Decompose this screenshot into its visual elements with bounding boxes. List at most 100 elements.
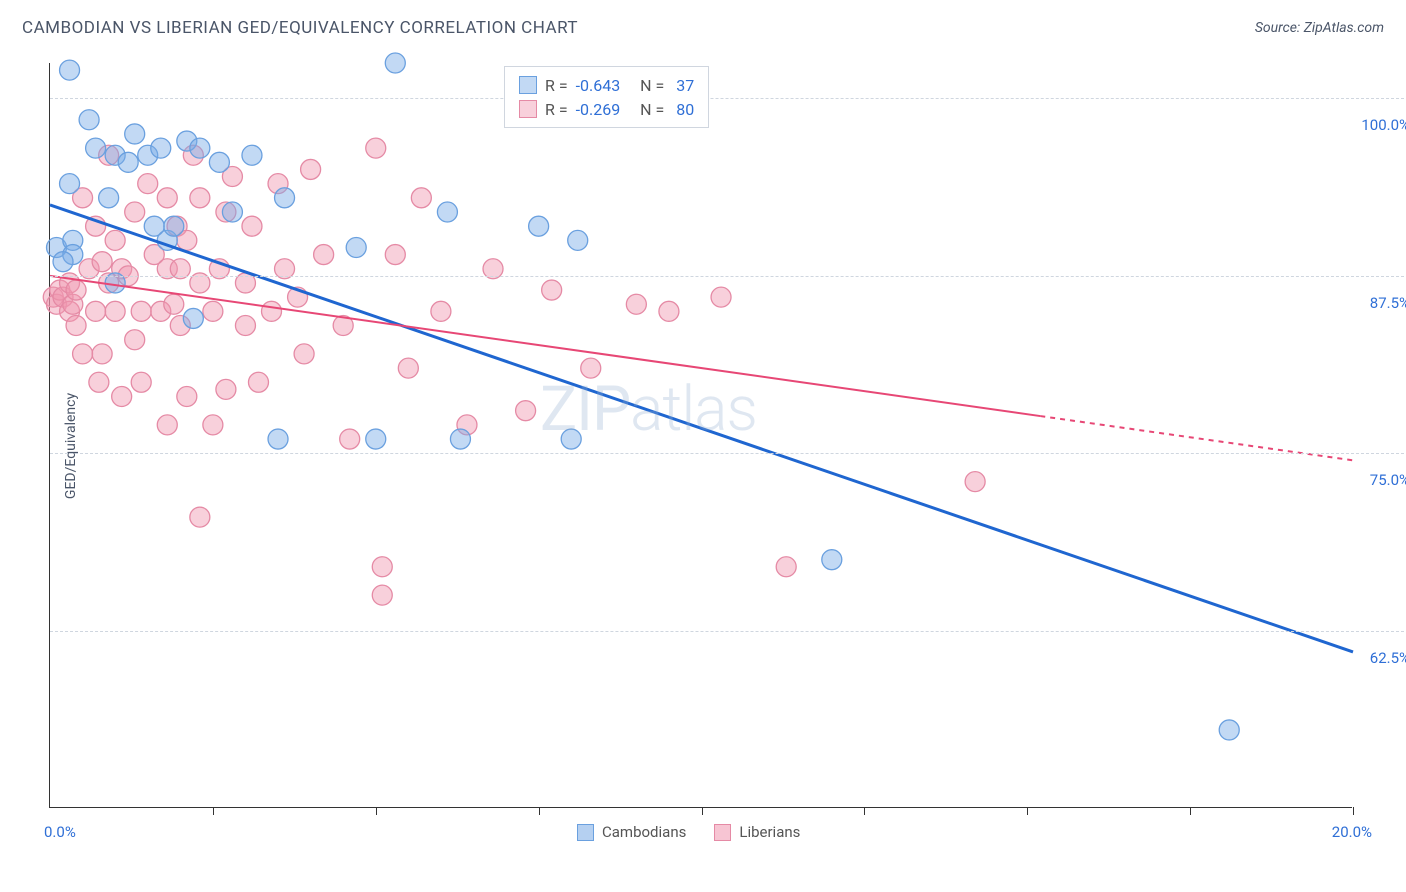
scatter-point <box>89 372 109 392</box>
x-tick <box>213 807 214 815</box>
scatter-point <box>183 308 203 328</box>
stats-r-value: -0.269 <box>576 100 621 119</box>
scatter-point <box>125 202 145 222</box>
scatter-point <box>301 159 321 179</box>
stats-r-label: R = <box>545 100 568 119</box>
scatter-point <box>151 138 171 158</box>
scatter-point <box>776 557 796 577</box>
series-swatch <box>519 76 537 94</box>
scatter-point <box>248 372 268 392</box>
gridline <box>50 453 1404 454</box>
chart-source: Source: ZipAtlas.com <box>1255 20 1384 36</box>
scatter-point <box>242 145 262 165</box>
scatter-point <box>53 252 73 272</box>
x-tick <box>539 807 540 815</box>
x-tick <box>1190 807 1191 815</box>
scatter-point <box>275 188 295 208</box>
scatter-point <box>164 294 184 314</box>
scatter-point <box>659 301 679 321</box>
legend-item: Cambodians <box>577 823 686 841</box>
y-tick-label: 87.5% <box>1370 294 1406 312</box>
gridline <box>50 98 1404 99</box>
scatter-point <box>450 429 470 449</box>
gridline <box>50 276 1404 277</box>
x-tick <box>1353 807 1354 815</box>
scatter-point <box>105 230 125 250</box>
scatter-point <box>190 507 210 527</box>
source-name: ZipAtlas.com <box>1304 20 1384 36</box>
scatter-point <box>190 138 210 158</box>
chart-title: CAMBODIAN VS LIBERIAN GED/EQUIVALENCY CO… <box>22 18 578 38</box>
scatter-point <box>262 301 282 321</box>
scatter-point <box>216 379 236 399</box>
legend-swatch <box>577 824 594 841</box>
scatter-point <box>437 202 457 222</box>
legend: Cambodians Liberians <box>577 823 800 841</box>
scatter-point <box>99 188 119 208</box>
scatter-point <box>157 188 177 208</box>
scatter-point <box>411 188 431 208</box>
scatter-point <box>203 415 223 435</box>
x-tick <box>702 807 703 815</box>
scatter-point <box>66 280 86 300</box>
scatter-point <box>60 174 80 194</box>
scatter-point <box>542 280 562 300</box>
scatter-point <box>125 124 145 144</box>
scatter-point <box>711 287 731 307</box>
scatter-point <box>164 216 184 236</box>
stats-r-value: -0.643 <box>576 76 621 95</box>
scatter-point <box>118 152 138 172</box>
scatter-point <box>314 245 334 265</box>
scatter-point <box>190 188 210 208</box>
scatter-point <box>131 301 151 321</box>
stats-n-value: 37 <box>676 76 694 95</box>
x-tick <box>864 807 865 815</box>
scatter-point <box>131 372 151 392</box>
scatter-point <box>268 429 288 449</box>
plot-area: ZIPatlas 62.5%75.0%87.5%100.0%0.0%20.0% … <box>49 63 1352 808</box>
scatter-point <box>157 415 177 435</box>
y-tick-label: 62.5% <box>1370 649 1406 667</box>
scatter-point <box>385 245 405 265</box>
stats-row: R = -0.643 N = 37 <box>519 73 694 97</box>
scatter-point <box>125 330 145 350</box>
scatter-point <box>79 110 99 130</box>
scatter-point <box>340 429 360 449</box>
scatter-point <box>177 386 197 406</box>
scatter-point <box>398 358 418 378</box>
source-prefix: Source: <box>1255 20 1304 36</box>
scatter-point <box>385 53 405 73</box>
scatter-point <box>581 358 601 378</box>
legend-label: Liberians <box>739 823 800 841</box>
y-tick-label: 75.0% <box>1370 471 1406 489</box>
scatter-point <box>366 138 386 158</box>
scatter-point <box>86 138 106 158</box>
scatter-point <box>626 294 646 314</box>
scatter-point <box>561 429 581 449</box>
scatter-point <box>372 557 392 577</box>
scatter-point <box>86 301 106 321</box>
scatter-point <box>60 60 80 80</box>
scatter-point <box>431 301 451 321</box>
scatter-point <box>516 401 536 421</box>
x-tick <box>376 807 377 815</box>
scatter-point <box>372 585 392 605</box>
scatter-point <box>235 316 255 336</box>
scatter-point <box>203 301 223 321</box>
scatter-point <box>105 301 125 321</box>
scatter-point <box>1219 720 1239 740</box>
scatter-point <box>346 237 366 257</box>
stats-n-label: N = <box>628 100 668 119</box>
scatter-point <box>222 202 242 222</box>
scatter-point <box>92 344 112 364</box>
series-swatch <box>519 100 537 118</box>
stats-n-label: N = <box>628 76 668 95</box>
scatter-point <box>112 386 132 406</box>
plot-svg <box>50 63 1353 808</box>
scatter-point <box>138 174 158 194</box>
scatter-point <box>366 429 386 449</box>
trend-line <box>50 205 1353 652</box>
stats-row: R = -0.269 N = 80 <box>519 97 694 121</box>
scatter-point <box>822 550 842 570</box>
chart-header: CAMBODIAN VS LIBERIAN GED/EQUIVALENCY CO… <box>22 18 1384 38</box>
